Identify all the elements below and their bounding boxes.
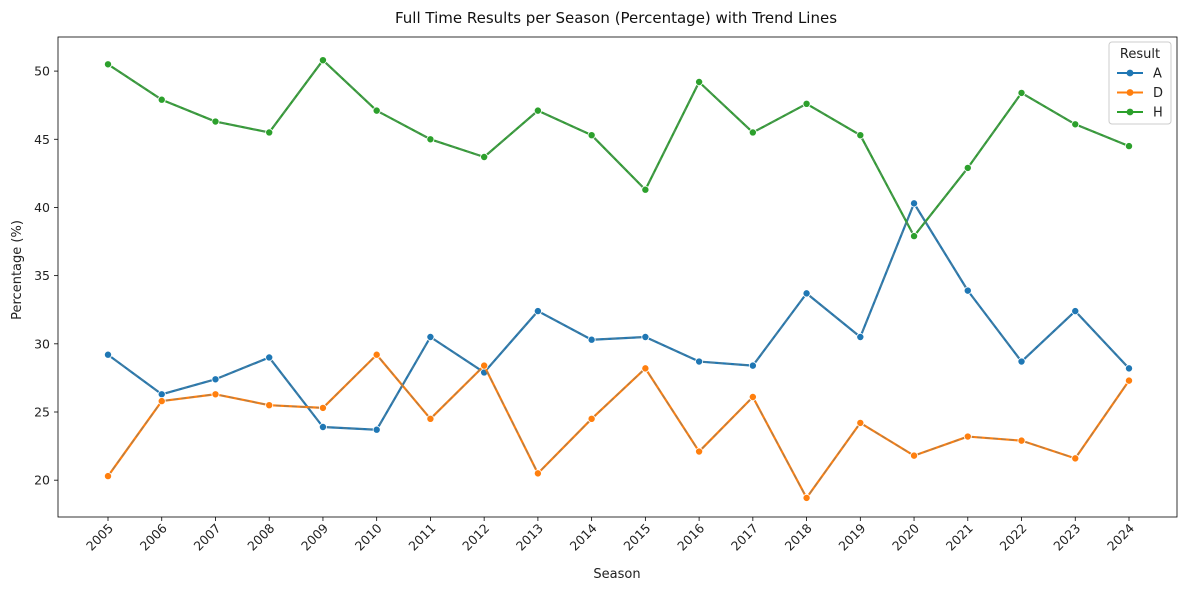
legend-label-D: D <box>1153 86 1163 101</box>
data-point-D <box>963 432 972 441</box>
data-point-A <box>1017 357 1026 366</box>
data-point-A <box>963 286 972 295</box>
data-point-A <box>104 350 113 359</box>
data-point-A <box>318 422 327 431</box>
data-point-A <box>856 332 865 341</box>
data-point-D <box>533 469 542 478</box>
data-point-D <box>910 451 919 460</box>
data-point-D <box>480 361 489 370</box>
data-point-A <box>1071 307 1080 316</box>
data-point-A <box>587 335 596 344</box>
data-point-H <box>802 99 811 108</box>
legend-title: Result <box>1120 47 1160 62</box>
data-point-H <box>104 60 113 69</box>
data-point-H <box>587 131 596 140</box>
legend: Result ADH <box>1108 41 1172 125</box>
legend-item-H: H <box>1117 106 1163 121</box>
legend-items: ADH <box>1117 67 1163 121</box>
data-point-A <box>157 390 166 399</box>
series-layer <box>104 56 1134 502</box>
x-axis-title: Season <box>593 567 640 582</box>
data-point-D <box>641 364 650 373</box>
data-point-H <box>426 135 435 144</box>
y-tick-label: 30 <box>34 336 50 351</box>
legend-box <box>1108 41 1172 125</box>
data-point-H <box>1125 142 1134 151</box>
data-point-H <box>910 232 919 241</box>
legend-item-A: A <box>1117 67 1162 82</box>
data-point-A <box>910 199 919 208</box>
data-point-D <box>372 350 381 359</box>
series-H <box>104 56 1134 241</box>
data-point-D <box>104 472 113 481</box>
y-tick-label: 25 <box>34 405 50 420</box>
y-tick-label: 40 <box>34 200 50 215</box>
data-point-A <box>533 307 542 316</box>
data-point-H <box>372 106 381 115</box>
y-tick-label: 45 <box>34 132 50 147</box>
y-tick-label: 20 <box>34 473 50 488</box>
data-point-H <box>641 185 650 194</box>
data-point-D <box>318 403 327 412</box>
trend-line-A <box>107 201 1130 431</box>
data-point-H <box>748 128 757 137</box>
y-axis-title: Percentage (%) <box>10 220 25 320</box>
data-point-H <box>533 106 542 115</box>
data-point-D <box>1017 436 1026 445</box>
data-point-H <box>695 78 704 87</box>
data-point-A <box>1125 364 1134 373</box>
data-point-A <box>695 357 704 366</box>
chart-title: Full Time Results per Season (Percentage… <box>395 9 837 27</box>
data-point-A <box>641 332 650 341</box>
data-point-H <box>318 56 327 65</box>
data-point-A <box>426 332 435 341</box>
data-point-D <box>856 418 865 427</box>
data-point-A <box>748 361 757 370</box>
legend-marker-A <box>1126 69 1134 77</box>
legend-label-H: H <box>1153 106 1163 121</box>
legend-item-D: D <box>1117 86 1163 101</box>
data-point-H <box>211 117 220 126</box>
series-D <box>104 350 1134 502</box>
data-point-D <box>1071 454 1080 463</box>
trend-line-H <box>107 59 1130 238</box>
y-tick-label: 35 <box>34 268 50 283</box>
data-point-D <box>587 414 596 423</box>
data-point-D <box>695 447 704 456</box>
data-point-D <box>211 390 220 399</box>
data-point-D <box>265 401 274 410</box>
data-point-A <box>265 353 274 362</box>
y-axis: 20 25 30 35 40 45 50 <box>34 64 58 488</box>
data-point-D <box>802 493 811 502</box>
y-tick-label: 50 <box>34 64 50 79</box>
data-point-A <box>211 375 220 384</box>
data-point-A <box>372 425 381 434</box>
data-point-D <box>157 397 166 406</box>
data-point-D <box>426 414 435 423</box>
data-point-D <box>748 392 757 401</box>
data-point-D <box>1125 376 1134 385</box>
plot-area-frame <box>57 36 1178 518</box>
data-point-H <box>1071 120 1080 129</box>
data-point-H <box>265 128 274 137</box>
data-point-H <box>480 152 489 161</box>
legend-marker-H <box>1126 108 1134 116</box>
data-point-H <box>963 163 972 172</box>
data-point-H <box>157 95 166 104</box>
legend-marker-D <box>1126 89 1134 96</box>
legend-label-A: A <box>1153 67 1162 82</box>
data-point-H <box>856 131 865 140</box>
trend-line-D <box>107 353 1130 500</box>
data-point-H <box>1017 88 1026 97</box>
data-point-A <box>802 289 811 298</box>
